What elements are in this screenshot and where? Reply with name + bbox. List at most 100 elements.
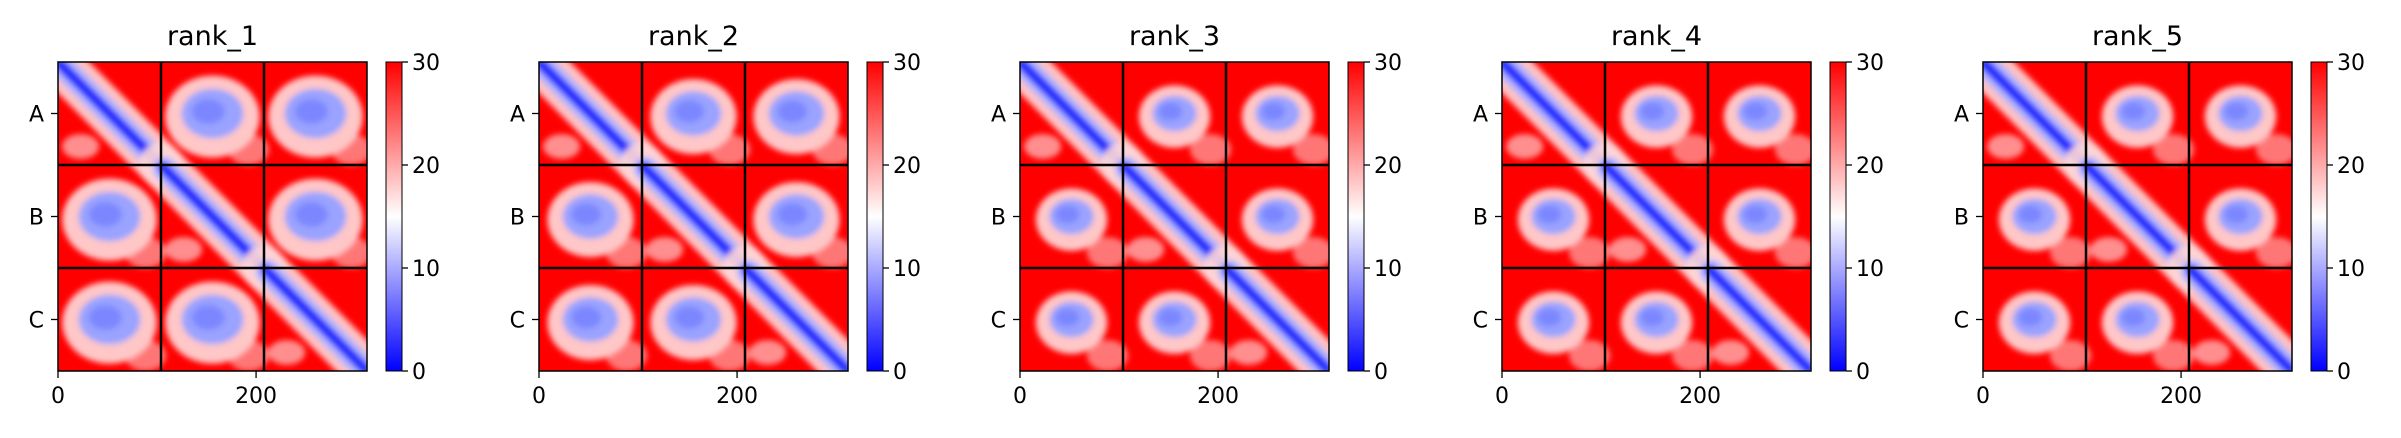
panel-title: rank_4 bbox=[1611, 21, 1702, 52]
diag-shade bbox=[749, 340, 787, 365]
diag-shade bbox=[1609, 237, 1647, 262]
diagonal-core bbox=[1222, 264, 1329, 371]
interface-core bbox=[2224, 205, 2249, 224]
colorbar-tick-label: 30 bbox=[1856, 51, 1884, 76]
interface-core bbox=[1640, 102, 1665, 121]
interface-shade bbox=[227, 134, 270, 165]
x-tick-label: 200 bbox=[235, 384, 277, 409]
interface-shade bbox=[1671, 340, 1714, 371]
colorbar: 0 10 20 30 bbox=[1829, 51, 1884, 385]
colorbar-tick-label: 30 bbox=[2337, 51, 2365, 76]
interface-shade bbox=[1774, 134, 1811, 165]
heatmap-features bbox=[1983, 62, 2292, 371]
heatmap-cells bbox=[58, 62, 367, 371]
interface-core bbox=[191, 99, 225, 124]
diagonal-core bbox=[1983, 62, 2090, 169]
y-tick-label: A bbox=[1473, 103, 1488, 128]
interface-core bbox=[1055, 308, 1080, 327]
interface-core bbox=[571, 306, 602, 329]
heatmap-features bbox=[539, 62, 848, 371]
interface-core bbox=[777, 203, 808, 226]
colorbar: 0 10 20 30 bbox=[1347, 51, 1402, 385]
interface-shade bbox=[124, 340, 167, 371]
interface-shade bbox=[1189, 134, 1232, 165]
colorbar-tick-label: 10 bbox=[2337, 257, 2365, 282]
y-tick-label: C bbox=[1473, 309, 1488, 334]
y-tick-label: A bbox=[1954, 103, 1969, 128]
interface-core bbox=[191, 305, 225, 330]
interface-core bbox=[88, 305, 122, 330]
diagonal-core bbox=[2185, 264, 2292, 371]
colorbar-tick-label: 0 bbox=[412, 360, 426, 385]
interface-shade bbox=[2255, 237, 2292, 268]
interface-shade bbox=[605, 340, 648, 371]
diagonal-core bbox=[1704, 264, 1811, 371]
interface-shade bbox=[811, 134, 848, 165]
diagonal-core bbox=[1119, 161, 1230, 272]
interface-shade bbox=[1086, 237, 1129, 268]
colorbar-tick-label: 10 bbox=[1374, 257, 1402, 282]
x-tick-label: 200 bbox=[2160, 384, 2202, 409]
interface-core bbox=[88, 202, 122, 227]
diag-shade bbox=[1506, 134, 1544, 159]
colorbar-tick-label: 10 bbox=[1856, 257, 1884, 282]
heatmap-cells bbox=[1502, 62, 1811, 371]
interface-core bbox=[571, 203, 602, 226]
diag-shade bbox=[2193, 340, 2231, 365]
interface-core bbox=[674, 306, 705, 329]
colorbar-tick-label: 30 bbox=[412, 51, 440, 76]
interface-core bbox=[2224, 102, 2249, 121]
interface-shade bbox=[1671, 134, 1714, 165]
interface-core bbox=[2121, 308, 2146, 327]
colorbar-tick-label: 20 bbox=[2337, 154, 2365, 179]
panel-title: rank_2 bbox=[648, 21, 739, 52]
colorbar-tick-label: 20 bbox=[412, 154, 440, 179]
colorbar-tick-label: 10 bbox=[412, 257, 440, 282]
interface-core bbox=[674, 100, 705, 123]
y-tick-label: A bbox=[510, 103, 525, 128]
diag-shade bbox=[1230, 340, 1268, 365]
y-tick-label: C bbox=[510, 309, 525, 334]
y-tick-label: B bbox=[1473, 206, 1488, 231]
heatmap-panel-5: rank_5 A B C 0 200 0 10 20 30 bbox=[1954, 21, 2365, 409]
interface-shade bbox=[330, 237, 367, 268]
x-tick-label: 0 bbox=[1013, 384, 1027, 409]
diagonal-core bbox=[638, 161, 749, 272]
interface-shade bbox=[124, 237, 167, 268]
interface-shade bbox=[2255, 134, 2292, 165]
heatmap-panel-4: rank_4 A B C 0 200 0 10 20 30 bbox=[1473, 21, 1884, 409]
colorbar-tick-label: 0 bbox=[1856, 360, 1870, 385]
diag-shade bbox=[1024, 134, 1062, 159]
interface-core bbox=[777, 100, 808, 123]
heatmap-features bbox=[58, 62, 367, 371]
interface-core bbox=[1158, 102, 1183, 121]
colorbar-gradient bbox=[866, 61, 884, 372]
interface-shade bbox=[2152, 340, 2195, 371]
heatmap-cells bbox=[1020, 62, 1329, 371]
interface-core bbox=[1261, 102, 1286, 121]
diag-shade bbox=[268, 340, 306, 365]
interface-shade bbox=[1189, 340, 1232, 371]
colorbar: 0 10 20 30 bbox=[2310, 51, 2365, 385]
x-tick-label: 0 bbox=[532, 384, 546, 409]
colorbar-tick-label: 20 bbox=[1374, 154, 1402, 179]
diag-shade bbox=[2090, 237, 2128, 262]
x-tick-label: 200 bbox=[1679, 384, 1721, 409]
diagonal-core bbox=[539, 62, 646, 169]
colorbar: 0 10 20 30 bbox=[385, 51, 440, 385]
interface-shade bbox=[1568, 340, 1611, 371]
diag-shade bbox=[62, 134, 100, 159]
diagonal-core bbox=[1502, 62, 1609, 169]
interface-shade bbox=[330, 134, 367, 165]
diag-shade bbox=[1127, 237, 1165, 262]
diag-shade bbox=[646, 237, 684, 262]
diagonal-core bbox=[1601, 161, 1712, 272]
y-tick-label: B bbox=[991, 206, 1006, 231]
interface-core bbox=[2121, 102, 2146, 121]
interface-core bbox=[2018, 205, 2043, 224]
interface-core bbox=[1640, 308, 1665, 327]
y-tick-label: A bbox=[29, 103, 44, 128]
interface-core bbox=[1537, 205, 1562, 224]
interface-shade bbox=[708, 134, 751, 165]
